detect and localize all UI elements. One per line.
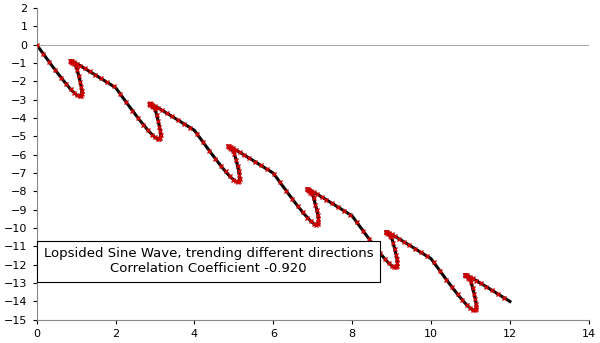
Text: Lopsided Sine Wave, trending different directions
Correlation Coefficient -0.920: Lopsided Sine Wave, trending different d… [44, 247, 373, 275]
